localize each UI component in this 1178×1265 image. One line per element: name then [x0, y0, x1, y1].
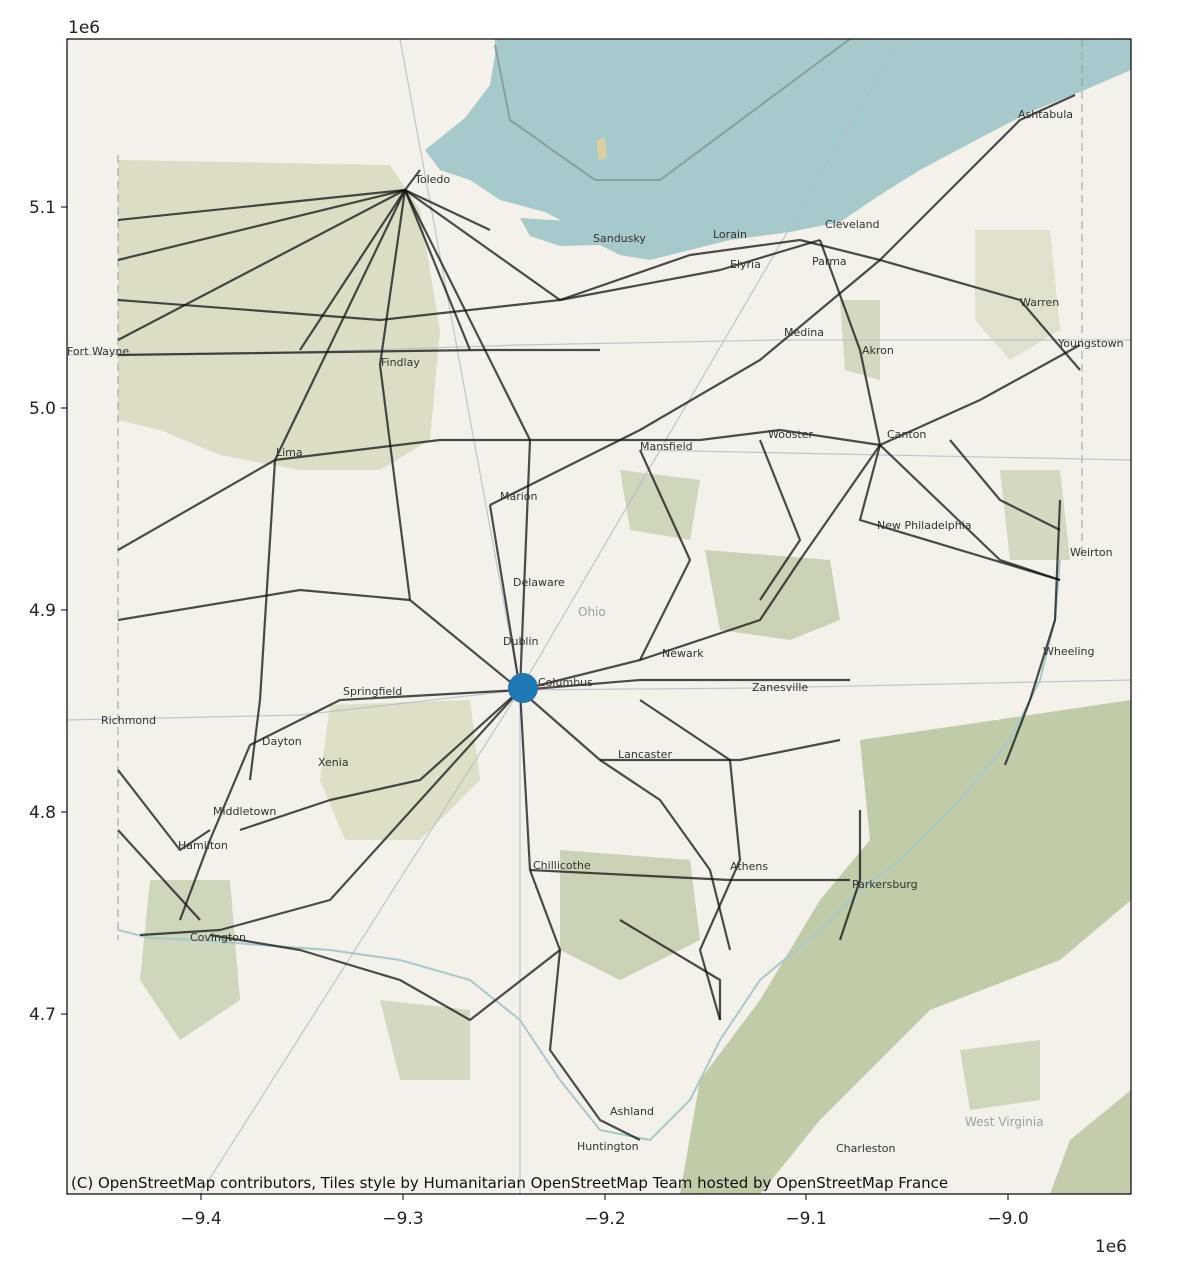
x-offset-label: 1e6: [1095, 1237, 1127, 1257]
place-label: Marion: [500, 490, 538, 503]
farmland-area: [975, 230, 1060, 360]
y-tick-label: 4.7: [29, 1005, 56, 1025]
place-label: Youngstown: [1057, 337, 1124, 350]
place-label: Springfield: [343, 685, 402, 698]
x-tick-label: −9.0: [987, 1209, 1028, 1229]
forest-area: [620, 470, 700, 540]
place-label: Delaware: [513, 576, 565, 589]
y-tick-label: 5.1: [29, 198, 56, 218]
place-label: New Philadelphia: [877, 519, 972, 532]
place-label: Lancaster: [618, 748, 672, 761]
farmland-area: [118, 160, 440, 470]
place-label: Canton: [887, 428, 926, 441]
place-label: Zanesville: [752, 681, 808, 694]
place-label: Richmond: [101, 714, 156, 727]
place-label: Newark: [662, 647, 704, 660]
place-label: Parkersburg: [852, 878, 918, 891]
state-borders: [117, 39, 1083, 940]
place-label: Parma: [812, 255, 847, 268]
forest-area: [960, 1040, 1040, 1110]
place-label: Ashtabula: [1018, 108, 1073, 121]
place-label: Ashland: [610, 1105, 654, 1118]
forest-area: [680, 700, 1131, 1194]
forest-area: [1000, 470, 1070, 560]
ohio-river: [117, 559, 1061, 1142]
place-label: Medina: [784, 326, 824, 339]
x-axis: −9.4 −9.3 −9.2 −9.1 −9.0 1e6: [180, 1194, 1127, 1257]
place-label: Mansfield: [640, 440, 693, 453]
place-label: Hamilton: [178, 839, 228, 852]
place-label: Middletown: [213, 805, 276, 818]
y-tick-label: 4.8: [29, 803, 56, 823]
place-label: Elyria: [730, 258, 761, 271]
forest-area: [140, 880, 240, 1040]
place-label: Sandusky: [593, 232, 646, 245]
place-label: Findlay: [381, 356, 420, 369]
state-label-west-virginia: West Virginia: [965, 1115, 1044, 1129]
basemap: Ashtabula Toledo Sandusky Lorain Clevela…: [67, 39, 1131, 1194]
place-label: Dublin: [503, 635, 539, 648]
place-label: Akron: [862, 344, 894, 357]
rail-network: [117, 93, 1081, 1141]
place-label: Athens: [730, 860, 768, 873]
place-label: Charleston: [836, 1142, 896, 1155]
x-tick-label: −9.1: [785, 1209, 826, 1229]
farmland-area: [320, 700, 480, 840]
place-label: Covington: [190, 931, 246, 944]
place-labels: Ashtabula Toledo Sandusky Lorain Clevela…: [67, 108, 1124, 1155]
lake-border: [494, 39, 851, 181]
roads: [67, 39, 1131, 1194]
place-label: Wheeling: [1043, 645, 1094, 658]
x-tick-label: −9.2: [584, 1209, 625, 1229]
axes-frame: [66, 38, 1132, 1195]
island: [597, 138, 607, 160]
place-label: Xenia: [318, 756, 349, 769]
y-tick-label: 4.9: [29, 601, 56, 621]
place-label: Wooster: [768, 428, 814, 441]
columbus-marker: [508, 673, 538, 703]
place-label: Lorain: [713, 228, 747, 241]
forest-area: [1050, 1090, 1131, 1194]
sandusky-bay: [520, 218, 600, 246]
place-label: Columbus: [538, 676, 593, 689]
place-label: Huntington: [577, 1140, 639, 1153]
y-axis: 5.1 5.0 4.9 4.8 4.7: [29, 198, 67, 1025]
y-offset-label: 1e6: [68, 18, 100, 38]
attribution: (C) OpenStreetMap contributors, Tiles st…: [71, 1174, 948, 1192]
place-label: Warren: [1020, 296, 1059, 309]
place-label: Toledo: [414, 173, 450, 186]
place-label: Fort Wayne: [67, 345, 129, 358]
place-label: Cleveland: [825, 218, 880, 231]
place-label: Lima: [276, 446, 303, 459]
place-label: Chillicothe: [533, 859, 591, 872]
forest-area: [705, 550, 840, 640]
y-tick-label: 5.0: [29, 399, 56, 419]
place-label: Dayton: [262, 735, 302, 748]
state-label-ohio: Ohio: [578, 605, 606, 619]
forest-area: [380, 1000, 470, 1080]
place-label: Weirton: [1070, 546, 1113, 559]
x-tick-label: −9.3: [382, 1209, 423, 1229]
x-tick-label: −9.4: [180, 1209, 221, 1229]
lake-erie: [425, 39, 1131, 260]
